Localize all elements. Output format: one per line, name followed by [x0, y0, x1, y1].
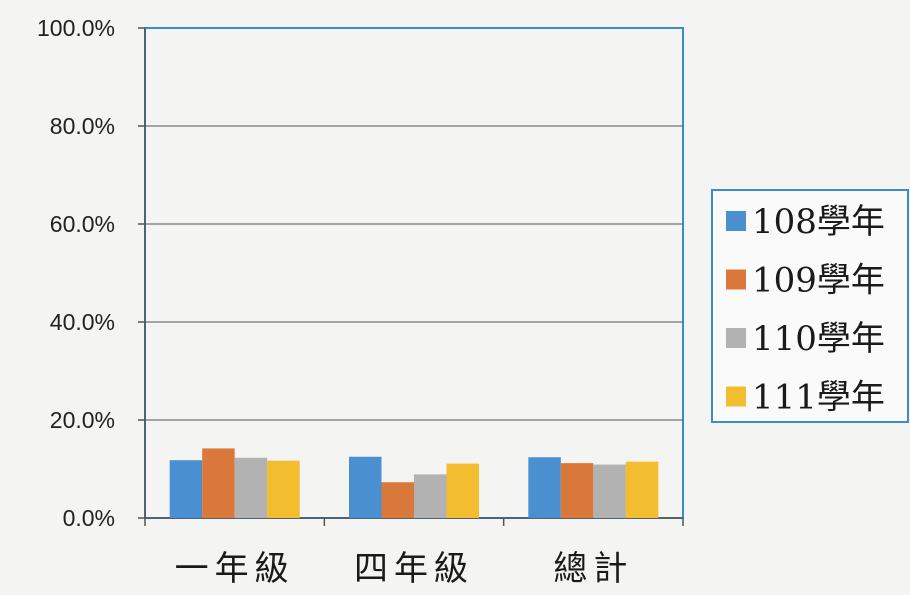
y-tick-label: 100.0%	[37, 15, 115, 41]
x-tick-label: 一年級	[175, 549, 295, 589]
legend-swatch	[726, 328, 746, 348]
plot-area-frame	[144, 27, 684, 519]
bar	[202, 448, 235, 518]
bar	[593, 464, 626, 518]
bar	[414, 474, 447, 518]
legend-swatch	[726, 211, 746, 231]
bar	[267, 460, 300, 518]
legend-swatch	[726, 386, 746, 407]
y-tick-label: 80.0%	[50, 113, 115, 139]
x-axis-ticks: 一年級 四年級 總計	[144, 518, 684, 589]
legend: 108學年 109學年 110學年 111學年	[711, 189, 909, 423]
bar	[381, 482, 414, 518]
y-tick-label: 60.0%	[50, 211, 115, 237]
x-tick-label: 四年級	[354, 549, 474, 589]
legend-label: 110學年	[752, 319, 885, 359]
y-tick-label: 0.0%	[63, 505, 115, 531]
bar	[560, 463, 594, 518]
legend-label: 108學年	[752, 202, 885, 242]
y-tick-label: 20.0%	[50, 407, 115, 433]
y-tick-label: 40.0%	[50, 309, 115, 335]
bar-series	[169, 448, 659, 518]
legend-swatch	[726, 269, 746, 290]
gridlines	[145, 125, 683, 421]
x-tick-label: 總計	[553, 549, 633, 589]
bar	[528, 457, 561, 518]
bar	[234, 457, 268, 518]
bar	[169, 460, 203, 518]
legend-label: 111學年	[752, 378, 885, 418]
legend-label: 109學年	[752, 261, 885, 301]
y-axis-ticks: 0.0% 20.0% 40.0% 60.0% 80.0% 100.0%	[37, 15, 145, 531]
bar	[625, 461, 659, 518]
bar	[446, 463, 479, 518]
bar	[349, 456, 382, 518]
